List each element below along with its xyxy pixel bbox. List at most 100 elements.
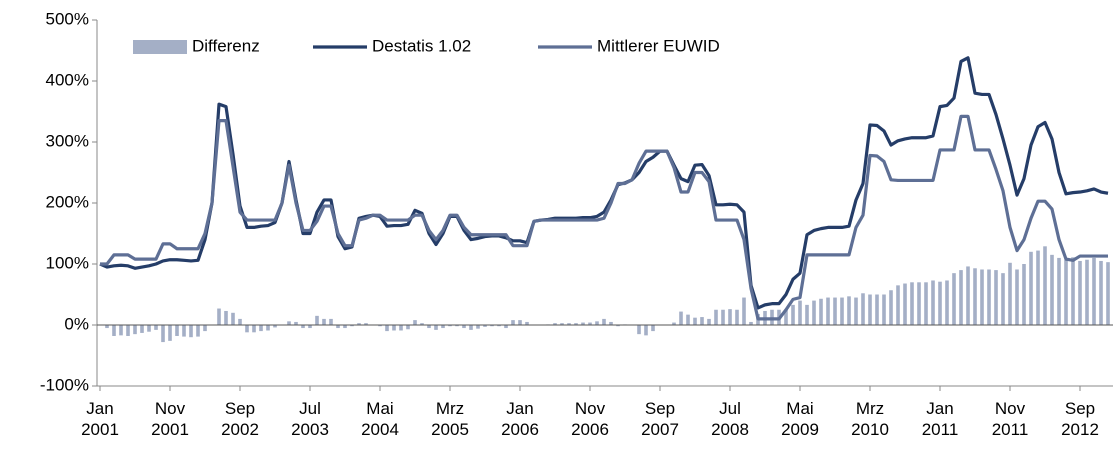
bar xyxy=(560,323,564,325)
bar xyxy=(896,285,900,325)
bar xyxy=(924,282,928,325)
legend-label: Mittlerer EUWID xyxy=(597,36,720,55)
bar xyxy=(861,293,865,325)
bar xyxy=(294,321,298,325)
bar xyxy=(910,282,914,325)
bar xyxy=(553,323,557,325)
bar xyxy=(917,282,921,325)
x-tick-label: Jan 2006 xyxy=(501,399,539,439)
bar xyxy=(805,304,809,325)
bar xyxy=(259,325,263,332)
bar xyxy=(462,325,466,329)
bar xyxy=(525,321,529,325)
bar xyxy=(959,270,963,325)
bar xyxy=(392,325,396,331)
bar xyxy=(161,325,165,343)
bar xyxy=(203,325,207,332)
bar xyxy=(994,270,998,325)
bar xyxy=(854,297,858,325)
y-tick-label: 200% xyxy=(46,192,89,211)
bar xyxy=(581,322,585,325)
bar xyxy=(1001,273,1005,325)
bar xyxy=(224,310,228,325)
bar xyxy=(609,321,613,325)
bar xyxy=(574,323,578,325)
bar xyxy=(812,300,816,325)
bar xyxy=(497,325,501,327)
bar xyxy=(413,320,417,325)
bar xyxy=(693,317,697,325)
bar xyxy=(931,280,935,325)
bar xyxy=(126,325,130,336)
bar xyxy=(945,280,949,325)
bar xyxy=(567,323,571,325)
bar xyxy=(819,298,823,325)
bar xyxy=(266,325,270,331)
bar xyxy=(1015,269,1019,325)
x-tick-label: Jul 2003 xyxy=(291,399,329,439)
x-tick-label: Nov 2011 xyxy=(991,399,1029,439)
bar xyxy=(602,318,606,325)
x-tick-label: Mai 2009 xyxy=(781,399,819,439)
bar xyxy=(875,294,879,325)
bar xyxy=(287,321,291,325)
bar xyxy=(112,325,116,336)
bar xyxy=(420,323,424,325)
bar xyxy=(133,325,137,335)
bar xyxy=(679,311,683,325)
bar xyxy=(336,325,340,329)
bar xyxy=(252,325,256,333)
bar xyxy=(700,317,704,325)
y-tick-label: -100% xyxy=(40,375,89,394)
bar xyxy=(672,322,676,325)
bar xyxy=(616,325,620,327)
bar xyxy=(721,309,725,325)
bar xyxy=(742,297,746,325)
bar xyxy=(966,266,970,325)
bar xyxy=(1092,257,1096,325)
bar xyxy=(364,323,368,325)
bar xyxy=(483,325,487,327)
x-tick-label: Sep 2012 xyxy=(1061,399,1099,439)
bar xyxy=(1022,264,1026,325)
bar xyxy=(518,320,522,325)
bar xyxy=(980,269,984,325)
bar xyxy=(1043,246,1047,325)
bar xyxy=(378,325,382,327)
bar xyxy=(427,325,431,329)
bar xyxy=(798,300,802,325)
bar xyxy=(1029,251,1033,325)
bar xyxy=(469,325,473,330)
bar xyxy=(826,297,830,325)
bar xyxy=(651,325,655,332)
bar xyxy=(154,325,158,330)
bar xyxy=(105,325,109,329)
bar xyxy=(882,294,886,325)
bar xyxy=(1057,257,1061,325)
bar xyxy=(308,325,312,329)
bar xyxy=(952,273,956,325)
bar xyxy=(196,325,200,337)
bar xyxy=(889,290,893,325)
y-tick-label: 300% xyxy=(46,131,89,150)
y-tick-label: 100% xyxy=(46,253,89,272)
bar xyxy=(357,323,361,325)
bar xyxy=(686,314,690,325)
legend-label: Destatis 1.02 xyxy=(372,36,471,55)
bar xyxy=(399,325,403,331)
y-tick-label: 500% xyxy=(46,9,89,28)
bar xyxy=(1008,262,1012,325)
bar xyxy=(1064,259,1068,325)
bar xyxy=(315,315,319,325)
bar xyxy=(301,325,305,329)
bar xyxy=(833,297,837,325)
bar xyxy=(1085,259,1089,325)
bar xyxy=(637,325,641,335)
bar xyxy=(840,297,844,325)
bar xyxy=(987,269,991,325)
legend-swatch xyxy=(133,40,187,54)
y-tick-label: 0% xyxy=(64,314,89,333)
bar xyxy=(595,321,599,325)
bar xyxy=(644,325,648,336)
